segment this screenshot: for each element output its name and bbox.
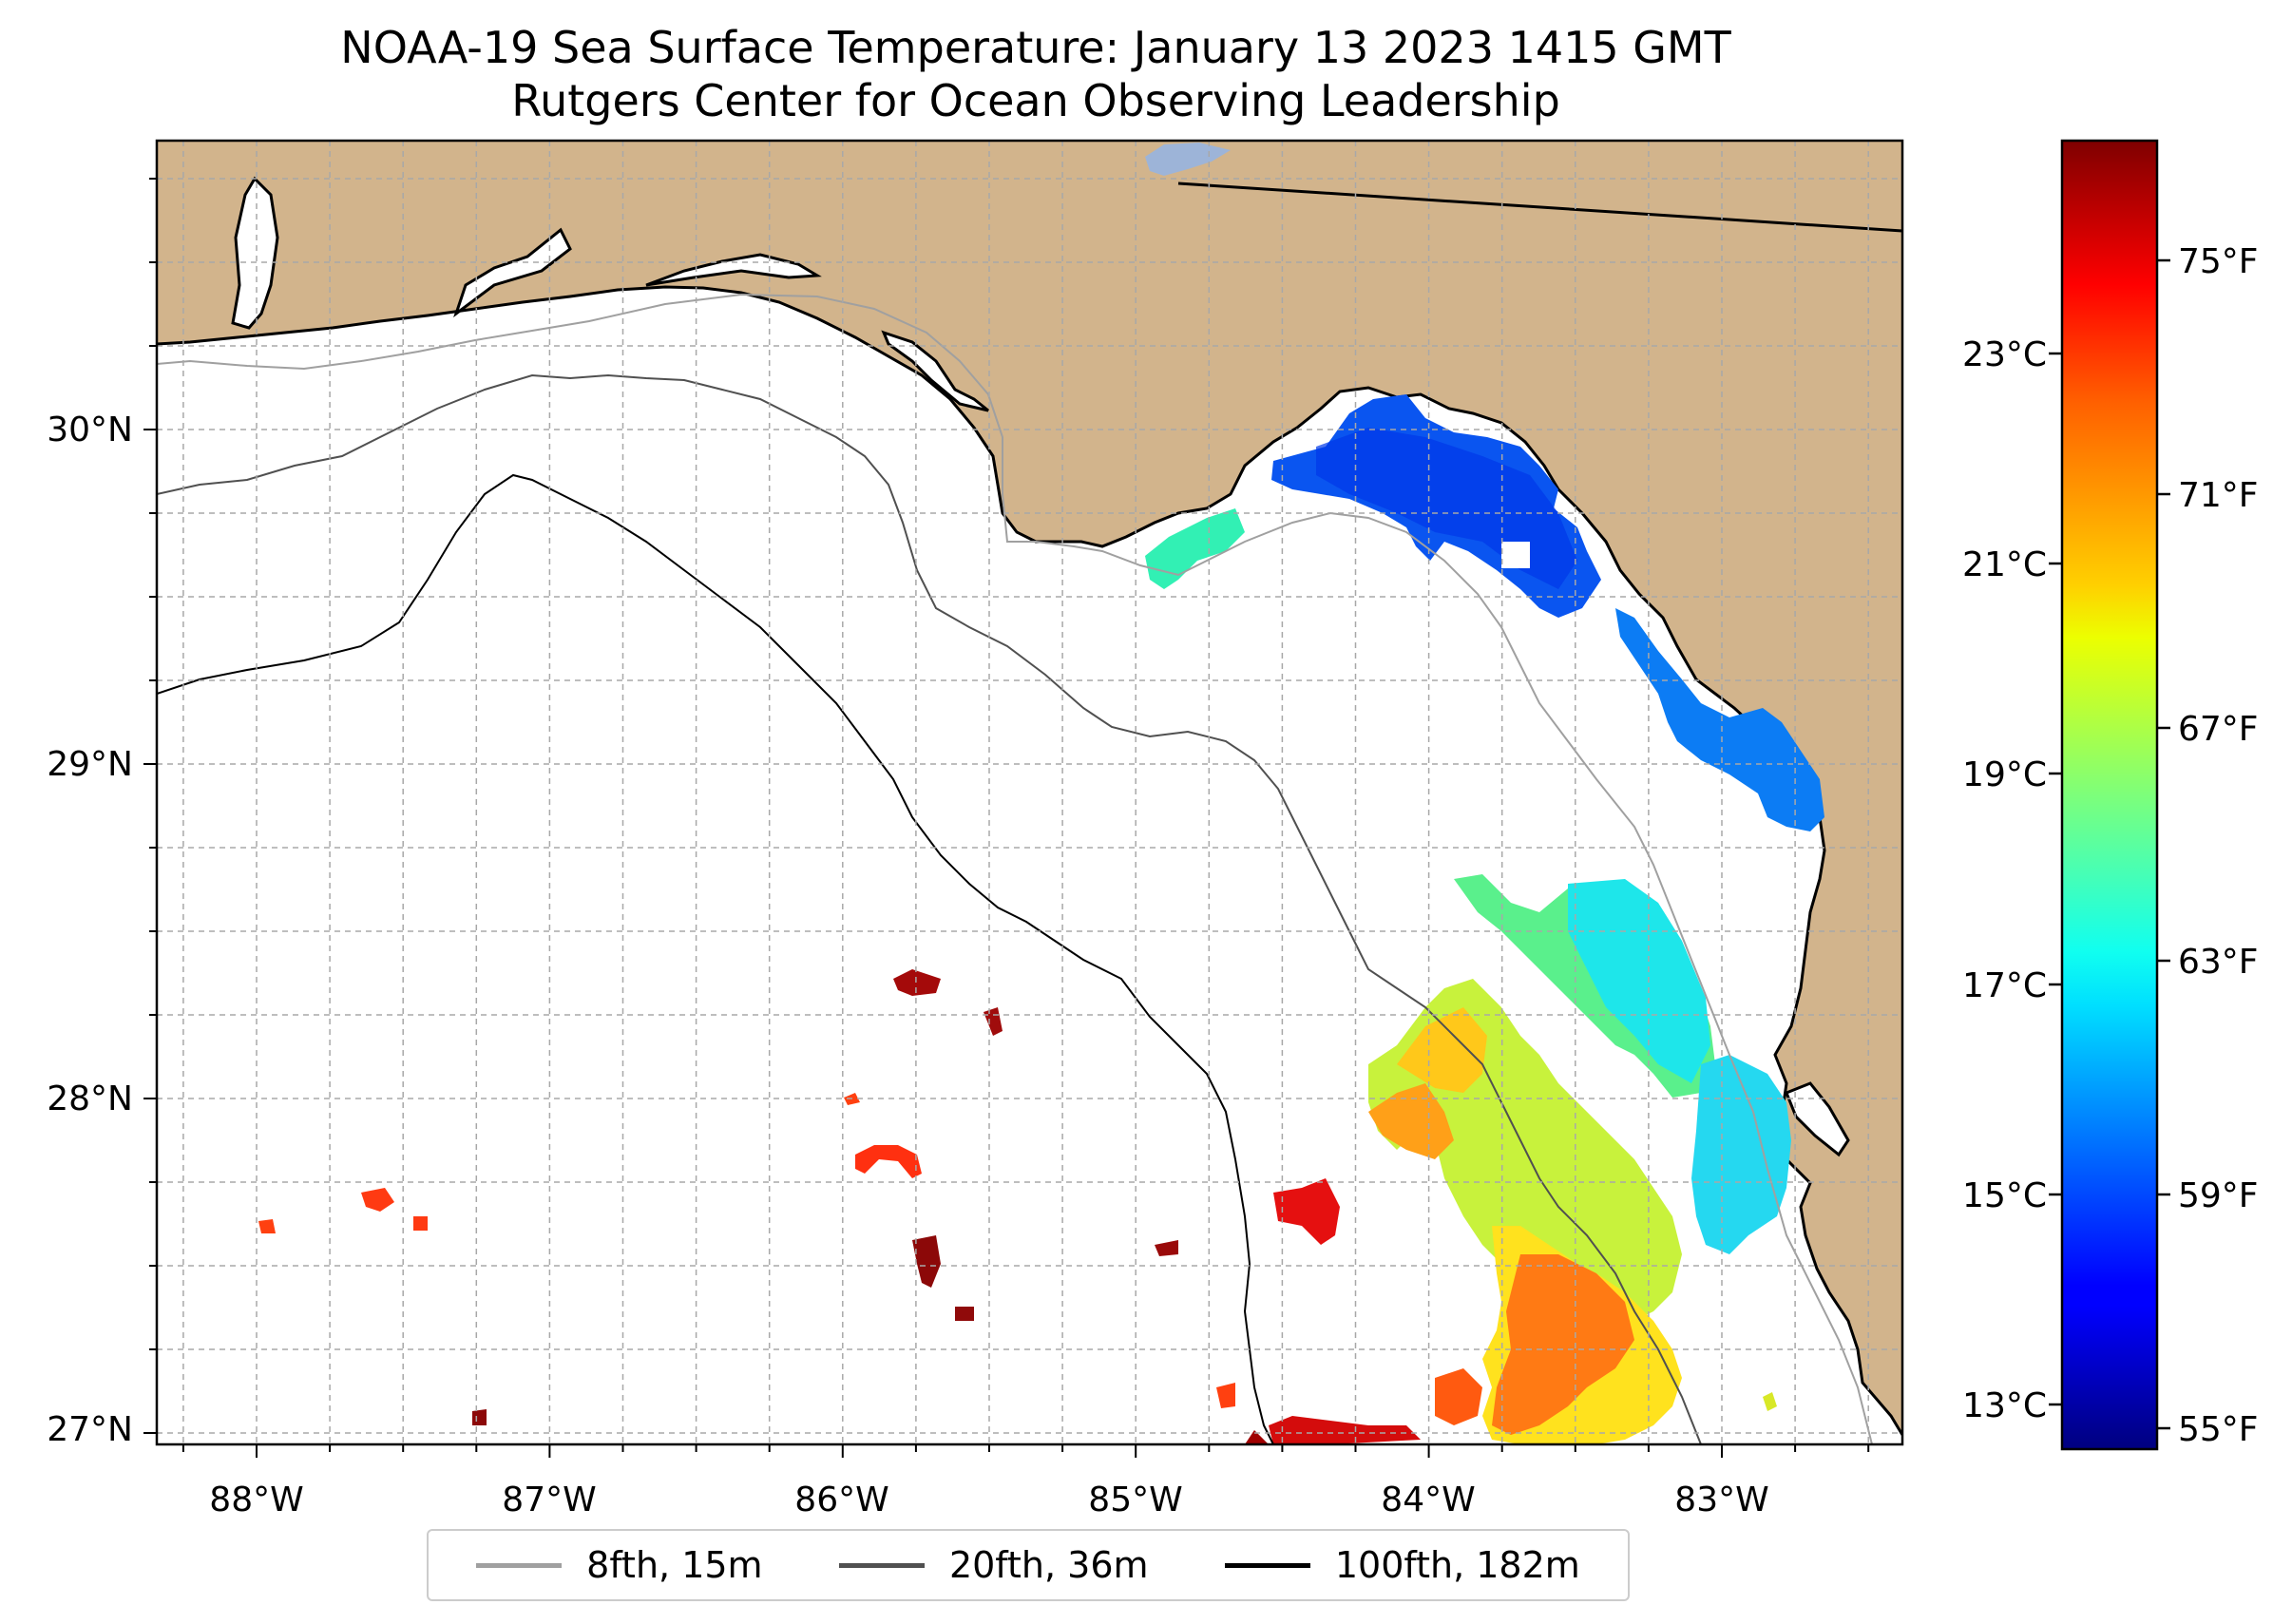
sst-data-layer — [258, 394, 1824, 1444]
state-border — [1177, 182, 1902, 233]
lat-tick-label: 27°N — [47, 1410, 133, 1449]
colorbar — [2060, 139, 2159, 1451]
lat-tick-label: 28°N — [47, 1079, 133, 1118]
lat-tick-label: 29°N — [47, 745, 133, 784]
colorbar-ticks — [2049, 258, 2170, 1430]
map-subtitle: Rutgers Center for Ocean Observing Leade… — [511, 75, 1560, 126]
legend-label: 8fth, 15m — [586, 1544, 763, 1586]
lon-tick-label: 84°W — [1381, 1481, 1475, 1519]
tampa-bay — [1785, 1081, 1850, 1157]
colorbar-fahrenheit-label: 63°F — [2178, 943, 2259, 982]
inland-lake — [1145, 143, 1231, 176]
legend-item-8fth: 8fth, 15m — [476, 1544, 763, 1586]
colorbar-celsius-label: 19°C — [1962, 755, 2047, 794]
contour-100fth — [157, 473, 1274, 1444]
lon-tick-label: 88°W — [209, 1481, 303, 1519]
gridlines — [157, 141, 1902, 1444]
legend-item-100fth: 100fth, 182m — [1224, 1544, 1580, 1586]
legend-label: 100fth, 182m — [1334, 1544, 1580, 1586]
colorbar-celsius-label: 23°C — [1962, 335, 2047, 374]
legend-item-20fth: 20fth, 36m — [838, 1544, 1149, 1586]
colorbar-fahrenheit-label: 67°F — [2178, 710, 2259, 749]
legend-line-swatch — [838, 1562, 925, 1568]
map-title: NOAA-19 Sea Surface Temperature: January… — [340, 22, 1731, 73]
colorbar-celsius-label: 21°C — [1962, 545, 2047, 584]
contour-8fth — [157, 293, 1873, 1444]
lon-tick-label: 86°W — [794, 1481, 888, 1519]
lat-tick-label: 30°N — [47, 411, 133, 449]
map-frame — [155, 139, 1904, 1446]
colorbar-fahrenheit-label: 55°F — [2178, 1410, 2259, 1449]
colorbar-celsius-label: 13°C — [1962, 1386, 2047, 1425]
axis-ticks — [143, 178, 1870, 1458]
colorbar-celsius-label: 17°C — [1962, 966, 2047, 1005]
colorbar-celsius-label: 15°C — [1962, 1176, 2047, 1215]
land-area — [157, 141, 1902, 1435]
pensacola-bay — [453, 227, 572, 318]
lon-tick-label: 85°W — [1088, 1481, 1182, 1519]
contour-legend: 8fth, 15m 20fth, 36m 100fth, 182m — [427, 1529, 1630, 1601]
colorbar-fahrenheit-label: 59°F — [2178, 1176, 2259, 1215]
lon-tick-label: 87°W — [502, 1481, 596, 1519]
lon-tick-label: 83°W — [1674, 1481, 1768, 1519]
legend-line-swatch — [1224, 1562, 1310, 1568]
legend-line-swatch — [476, 1562, 563, 1568]
colorbar-fahrenheit-label: 71°F — [2178, 476, 2259, 515]
st-andrew-bay — [881, 330, 989, 412]
legend-label: 20fth, 36m — [948, 1544, 1149, 1586]
contour-20fth — [157, 373, 1702, 1444]
colorbar-fahrenheit-label: 75°F — [2178, 242, 2259, 281]
